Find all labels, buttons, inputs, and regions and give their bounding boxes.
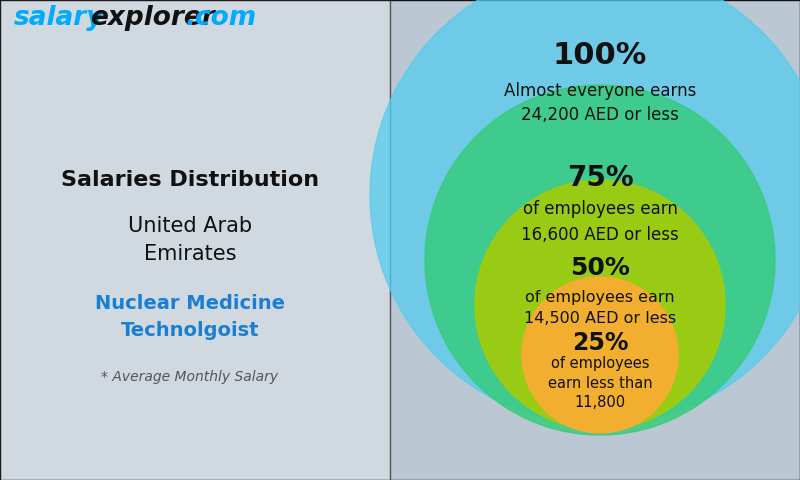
Text: of employees
earn less than
11,800: of employees earn less than 11,800	[548, 356, 652, 410]
Text: 50%: 50%	[570, 256, 630, 280]
Text: 25%: 25%	[572, 331, 628, 355]
FancyBboxPatch shape	[390, 0, 800, 480]
Text: Almost everyone earns
24,200 AED or less: Almost everyone earns 24,200 AED or less	[504, 82, 696, 124]
Text: salary: salary	[14, 5, 105, 31]
Text: .com: .com	[186, 5, 258, 31]
Text: of employees earn
14,500 AED or less: of employees earn 14,500 AED or less	[524, 290, 676, 326]
Text: 100%: 100%	[553, 40, 647, 70]
Circle shape	[475, 180, 725, 430]
FancyBboxPatch shape	[0, 0, 390, 480]
Circle shape	[370, 0, 800, 425]
Text: Nuclear Medicine
Technolgoist: Nuclear Medicine Technolgoist	[95, 294, 285, 340]
Text: United Arab
Emirates: United Arab Emirates	[128, 216, 252, 264]
Text: 75%: 75%	[566, 164, 634, 192]
Text: Salaries Distribution: Salaries Distribution	[61, 170, 319, 190]
Circle shape	[425, 85, 775, 435]
Text: of employees earn
16,600 AED or less: of employees earn 16,600 AED or less	[521, 201, 679, 243]
Circle shape	[522, 277, 678, 433]
Text: * Average Monthly Salary: * Average Monthly Salary	[102, 370, 278, 384]
Text: explorer: explorer	[90, 5, 214, 31]
